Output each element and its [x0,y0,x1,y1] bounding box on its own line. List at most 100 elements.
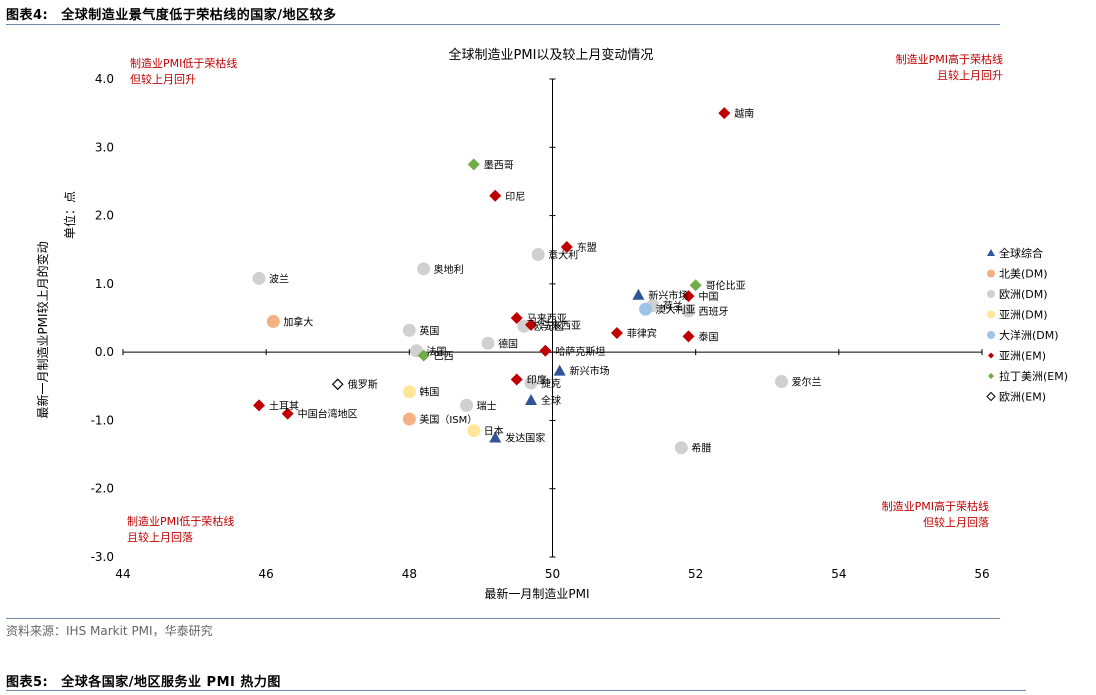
legend-label: 欧洲(EM) [999,391,1046,404]
data-point [674,441,688,455]
scatter-chart: 制造业PMI低于荣枯线但较上月回升制造业PMI高于荣枯线且较上月回升制造业PMI… [35,47,1068,600]
x-tick-label: 52 [688,567,703,581]
data-point-label: 中国 [699,290,719,303]
data-point-label: 土耳其 [269,399,299,412]
data-point-label: 奥地利 [434,263,464,276]
data-point [489,189,502,202]
data-point-label: 发达国家 [505,432,545,445]
legend-label: 全球综合 [999,246,1043,260]
data-point-label: 哥伦比亚 [706,279,746,292]
legend-marker [987,269,995,278]
quadrant-label-bottom-left: 且较上月回落 [127,530,193,544]
quadrant-label-bottom-right: 但较上月回落 [923,515,989,529]
legend-marker [987,290,995,298]
data-point-label: 越南 [734,107,754,120]
data-point [524,376,538,390]
data-point-label: 全球 [541,394,561,407]
data-point [281,407,294,420]
next-figure-title-text: 全球各国家/地区服务业 PMI 热力图 [61,675,281,690]
quadrant-label-top-left: 制造业PMI低于荣枯线 [130,56,237,70]
data-point-label: 瑞士 [477,399,497,412]
data-point-label: 捷克 [541,377,561,390]
data-point-label: 巴西 [434,351,454,363]
legend-marker [986,391,996,402]
data-point [510,373,523,386]
data-point [467,424,481,438]
data-point [253,399,266,412]
y-tick-label: -3.0 [91,550,114,564]
data-point [682,290,695,303]
data-point-label: 印度 [527,373,547,386]
data-point-label: 哈萨克斯坦 [555,345,605,358]
data-point [689,279,702,292]
data-point-label: 德国 [498,337,518,350]
legend-label: 北美(DM) [999,268,1048,281]
y-tick-label: 0.0 [95,345,114,359]
data-point [481,336,495,350]
data-point-label: 加拿大 [283,315,313,328]
data-point [553,364,566,376]
quadrant-label-top-right: 且较上月回升 [937,68,1003,82]
y-tick-label: -1.0 [91,413,114,427]
data-point [531,247,545,261]
data-point-label: 印尼 [505,191,525,203]
data-point [525,393,538,405]
quadrant-label-bottom-left: 制造业PMI低于荣枯线 [127,514,234,528]
quadrant-label-top-right: 制造业PMI高于荣枯线 [896,52,1003,66]
data-point [402,385,416,399]
axes: 44 46 48 50 52 54 56 -3.0 -2.0 -1.0 0.0 1.0 2.0 3.0 4.… [91,72,990,581]
chart-title: 全球制造业PMI以及较上月变动情况 [449,47,654,63]
data-point-label: 意大利 [548,248,578,261]
data-point-label: 美国（ISM） [419,413,477,426]
data-point [632,288,645,300]
y-axis-unit: 单位：点 [62,191,77,239]
legend-label: 亚洲(DM) [999,309,1048,322]
data-point [539,344,552,357]
data-point [560,240,573,253]
data-point-label: 马来西亚 [527,313,567,325]
data-point-label: 英国 [419,324,439,337]
legend-marker [987,310,995,319]
data-point [417,262,431,276]
data-point-label: 爱尔兰 [792,376,822,389]
data-point-label: 韩国 [419,386,439,399]
legend-marker [988,373,994,379]
y-axis-label: 最新一月制造业PMI较上月的变动 [35,241,50,418]
data-point [331,378,344,391]
data-point [682,330,695,343]
y-tick-label: 4.0 [95,72,114,86]
data-point-label: 墨西哥 [484,159,514,171]
data-point [460,398,474,412]
legend-label: 欧洲(DM) [999,288,1048,301]
data-point [682,304,696,318]
data-point-label: 马来西亚 [541,320,581,332]
data-point [525,318,538,331]
data-point [718,107,731,120]
data-point [402,323,416,337]
data-point-label: 菲律宾 [627,327,657,340]
point-labels: 全球新兴市场新兴市场发达国家加拿大美国（ISM）波兰奥地利意大利英国法国德国瑞士… [269,107,822,455]
data-point-label: 俄罗斯 [348,378,378,391]
y-tick-label: 2.0 [95,209,114,223]
data-point [610,327,623,340]
data-point [775,375,789,389]
data-point-label: 东盟 [577,241,597,254]
data-point [639,302,653,316]
data-point [489,431,502,443]
x-axis-label: 最新一月制造业PMI [484,586,589,600]
y-tick-label: -2.0 [91,482,114,496]
x-tick-label: 50 [545,567,560,581]
legend-label: 拉丁美洲(EM) [999,369,1068,383]
x-tick-label: 56 [974,567,989,581]
data-point-label: 荷兰 [663,300,683,313]
data-point [510,312,523,324]
data-point-label: 法国 [426,345,446,358]
data-points [252,107,789,455]
quadrant-label-top-left: 但较上月回升 [130,72,196,86]
bottom-rule [6,690,1026,691]
x-tick-label: 44 [115,567,130,581]
legend-label: 大洋洲(DM) [999,328,1059,342]
data-point [252,271,266,285]
x-tick-label: 46 [259,567,274,581]
